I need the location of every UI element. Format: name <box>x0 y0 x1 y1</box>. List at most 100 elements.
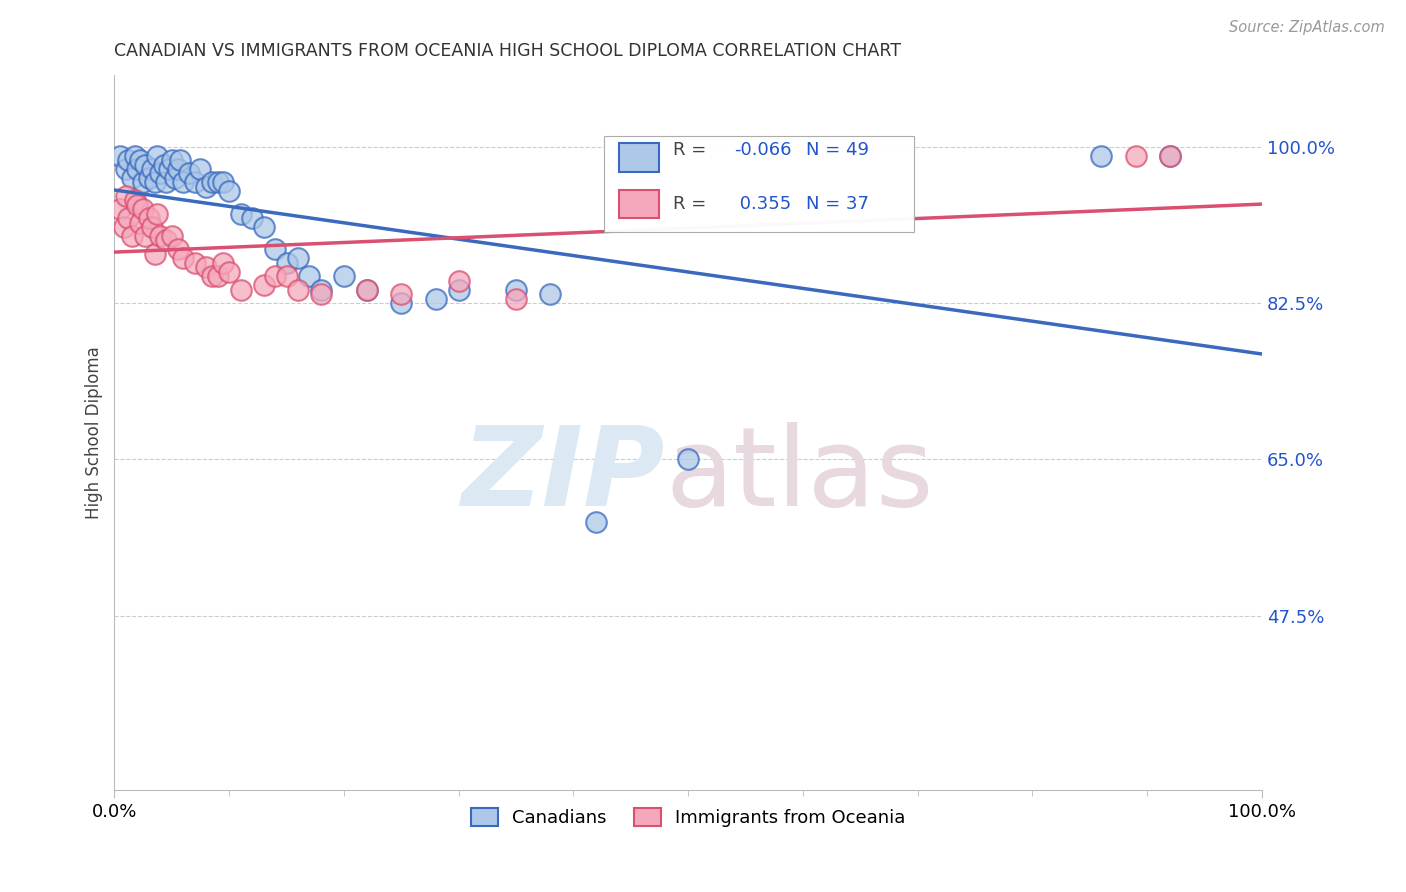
Point <box>166 161 188 176</box>
Point <box>172 175 194 189</box>
Point <box>124 148 146 162</box>
Point <box>425 292 447 306</box>
Point <box>166 243 188 257</box>
Point <box>229 207 252 221</box>
Point <box>207 175 229 189</box>
Point <box>112 220 135 235</box>
Text: CANADIAN VS IMMIGRANTS FROM OCEANIA HIGH SCHOOL DIPLOMA CORRELATION CHART: CANADIAN VS IMMIGRANTS FROM OCEANIA HIGH… <box>114 42 901 60</box>
Point <box>540 287 562 301</box>
Point <box>149 229 172 244</box>
Point <box>141 161 163 176</box>
Point <box>108 202 131 217</box>
Y-axis label: High School Diploma: High School Diploma <box>86 346 103 519</box>
Point <box>143 175 166 189</box>
Point <box>201 269 224 284</box>
Point <box>201 175 224 189</box>
FancyBboxPatch shape <box>605 136 914 233</box>
Point <box>287 283 309 297</box>
Point <box>229 283 252 297</box>
Point <box>155 234 177 248</box>
Point <box>1090 148 1112 162</box>
Point <box>287 252 309 266</box>
Point <box>298 269 321 284</box>
Point <box>172 252 194 266</box>
Point <box>155 175 177 189</box>
Point <box>128 216 150 230</box>
Point <box>132 202 155 217</box>
FancyBboxPatch shape <box>619 143 659 171</box>
Point <box>117 153 139 167</box>
Point <box>127 161 149 176</box>
Point <box>218 185 240 199</box>
Text: -0.066: -0.066 <box>734 141 792 160</box>
Point <box>276 269 298 284</box>
Point <box>115 189 138 203</box>
Point <box>356 283 378 297</box>
Legend: Canadians, Immigrants from Oceania: Canadians, Immigrants from Oceania <box>464 801 912 835</box>
Point <box>1159 148 1181 162</box>
Point <box>128 153 150 167</box>
Point <box>165 170 187 185</box>
Point <box>195 180 218 194</box>
Point <box>159 161 181 176</box>
Point <box>585 515 607 529</box>
Point <box>389 287 412 301</box>
Text: ZIP: ZIP <box>461 422 665 529</box>
Point <box>195 260 218 275</box>
Point <box>132 175 155 189</box>
Text: N = 49: N = 49 <box>807 141 869 160</box>
Point <box>146 207 169 221</box>
Text: R =: R = <box>673 141 706 160</box>
Point <box>152 157 174 171</box>
Point <box>212 256 235 270</box>
Text: 0.355: 0.355 <box>734 194 792 213</box>
Point <box>207 269 229 284</box>
Point <box>169 153 191 167</box>
Point <box>333 269 356 284</box>
Point <box>149 166 172 180</box>
Point <box>108 148 131 162</box>
Point <box>505 292 527 306</box>
Point <box>138 211 160 226</box>
Point <box>252 220 274 235</box>
Point <box>134 229 156 244</box>
FancyBboxPatch shape <box>619 190 659 219</box>
Point <box>177 166 200 180</box>
Point <box>252 278 274 293</box>
Text: R =: R = <box>673 194 706 213</box>
Point <box>121 170 143 185</box>
Text: N = 37: N = 37 <box>807 194 869 213</box>
Point <box>117 211 139 226</box>
Point <box>160 229 183 244</box>
Point <box>264 243 287 257</box>
Point <box>447 274 470 288</box>
Point <box>218 265 240 279</box>
Point <box>676 452 699 467</box>
Point <box>127 198 149 212</box>
Point <box>190 161 212 176</box>
Point <box>505 283 527 297</box>
Point <box>309 283 332 297</box>
Text: Source: ZipAtlas.com: Source: ZipAtlas.com <box>1229 20 1385 35</box>
Point <box>356 283 378 297</box>
Point <box>184 175 207 189</box>
Point <box>1125 148 1147 162</box>
Point <box>389 296 412 310</box>
Point <box>1159 148 1181 162</box>
Point <box>240 211 263 226</box>
Point <box>160 153 183 167</box>
Point <box>115 161 138 176</box>
Point <box>146 148 169 162</box>
Point <box>276 256 298 270</box>
Point <box>309 287 332 301</box>
Point <box>184 256 207 270</box>
Text: atlas: atlas <box>665 422 934 529</box>
Point <box>447 283 470 297</box>
Point <box>143 247 166 261</box>
Point <box>134 157 156 171</box>
Point <box>124 194 146 208</box>
Point <box>138 170 160 185</box>
Point <box>264 269 287 284</box>
Point <box>141 220 163 235</box>
Point <box>212 175 235 189</box>
